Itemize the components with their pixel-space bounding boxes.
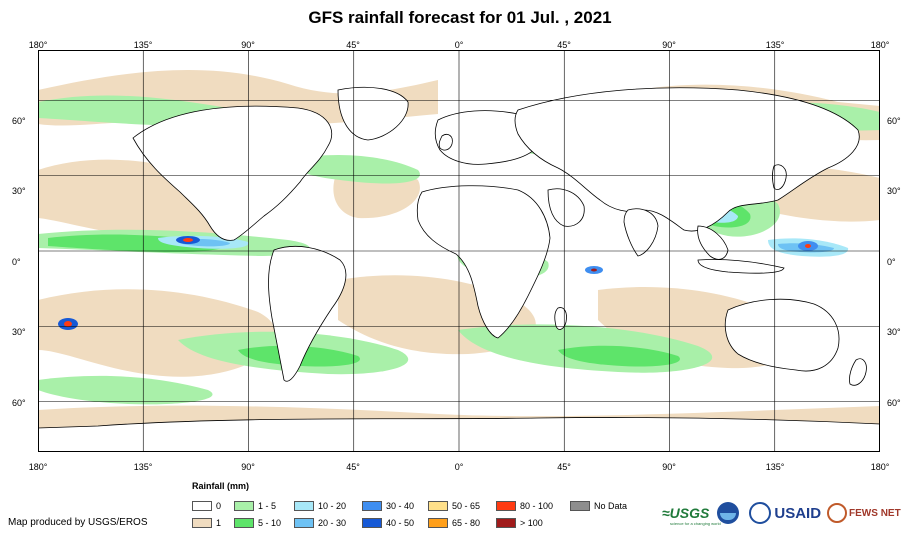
legend-swatch bbox=[362, 517, 382, 528]
legend-item: 10 - 20 bbox=[294, 500, 346, 511]
legend-label: > 100 bbox=[520, 517, 543, 528]
lon-tick-bottom: 180° bbox=[870, 462, 890, 472]
legend-title: Rainfall (mm) bbox=[192, 481, 250, 491]
page-title: GFS rainfall forecast for 01 Jul. , 2021 bbox=[308, 8, 612, 27]
north-america bbox=[132, 105, 333, 241]
legend-swatch bbox=[294, 500, 314, 511]
noaa-logo-icon bbox=[717, 502, 740, 524]
lon-tick-bottom: 0° bbox=[454, 462, 464, 472]
africa bbox=[416, 185, 551, 339]
logo-strip: ≈USGS USAID FEWS NET bbox=[662, 500, 901, 526]
fews-net-logo: FEWS NET bbox=[827, 503, 901, 523]
map-frame bbox=[38, 50, 880, 452]
legend-label: 30 - 40 bbox=[386, 500, 415, 511]
legend-item: 5 - 10 bbox=[234, 517, 281, 528]
lat-tick-left: 30° bbox=[12, 186, 26, 196]
legend-swatch bbox=[234, 517, 254, 528]
south-america bbox=[268, 245, 347, 382]
graticule bbox=[38, 50, 880, 452]
arabia bbox=[547, 188, 585, 227]
lon-tick-top: 45° bbox=[346, 40, 360, 50]
lon-tick-top: 90° bbox=[241, 40, 255, 50]
india bbox=[623, 208, 659, 257]
australia bbox=[724, 298, 840, 372]
lon-tick-bottom: 135° bbox=[133, 462, 153, 472]
japan bbox=[772, 164, 787, 190]
lon-tick-top: 90° bbox=[662, 40, 676, 50]
legend-item: No Data bbox=[570, 500, 627, 511]
lon-tick-bottom: 180° bbox=[28, 462, 48, 472]
lat-tick-right: 0° bbox=[887, 257, 896, 267]
lat-tick-right: 30° bbox=[887, 327, 901, 337]
legend-label: 1 bbox=[216, 517, 222, 528]
legend-swatch bbox=[570, 500, 590, 511]
legend-swatch bbox=[362, 500, 382, 511]
legend-item: > 100 bbox=[496, 517, 543, 528]
legend-label: No Data bbox=[594, 500, 628, 511]
legend-item: 50 - 65 bbox=[428, 500, 480, 511]
lat-tick-left: 0° bbox=[12, 257, 21, 267]
legend-swatch bbox=[294, 517, 314, 528]
legend-item: 40 - 50 bbox=[362, 517, 414, 528]
lon-tick-top: 0° bbox=[454, 40, 464, 50]
legend-item: 30 - 40 bbox=[362, 500, 414, 511]
usgs-logo: ≈USGS bbox=[662, 505, 710, 521]
legend-item: 1 - 5 bbox=[234, 500, 276, 511]
legend-item: 1 bbox=[192, 517, 221, 528]
uk bbox=[438, 134, 453, 151]
legend-item: 80 - 100 bbox=[496, 500, 553, 511]
legend-swatch bbox=[496, 500, 516, 511]
legend-swatch bbox=[428, 500, 448, 511]
credit-text: Map produced by USGS/EROS bbox=[8, 517, 148, 528]
madagascar bbox=[554, 307, 567, 330]
lon-tick-bottom: 90° bbox=[662, 462, 676, 472]
legend-item: 20 - 30 bbox=[294, 517, 346, 528]
usaid-logo: USAID bbox=[774, 504, 822, 522]
lat-tick-left: 30° bbox=[12, 327, 26, 337]
legend-swatch bbox=[496, 517, 516, 528]
lon-tick-top: 45° bbox=[557, 40, 571, 50]
lon-tick-top: 135° bbox=[133, 40, 153, 50]
lat-tick-right: 60° bbox=[887, 398, 901, 408]
legend-swatch bbox=[428, 517, 448, 528]
legend-label: 20 - 30 bbox=[318, 517, 347, 528]
rainfall-map bbox=[38, 50, 880, 452]
legend-item: 0 bbox=[192, 500, 221, 511]
legend-label: 40 - 50 bbox=[386, 517, 415, 528]
lon-tick-top: 180° bbox=[870, 40, 890, 50]
legend-swatch bbox=[192, 517, 212, 528]
legend-label: 50 - 65 bbox=[452, 500, 481, 511]
lon-tick-bottom: 135° bbox=[765, 462, 785, 472]
legend-label: 1 - 5 bbox=[258, 500, 277, 511]
legend-label: 10 - 20 bbox=[318, 500, 347, 511]
rain-layer-heavy bbox=[58, 236, 818, 330]
legend-swatch bbox=[192, 500, 212, 511]
legend-swatch bbox=[234, 500, 254, 511]
lon-tick-top: 135° bbox=[765, 40, 785, 50]
asia bbox=[514, 87, 860, 232]
lon-tick-top: 180° bbox=[28, 40, 48, 50]
lon-tick-bottom: 45° bbox=[557, 462, 571, 472]
legend-label: 65 - 80 bbox=[452, 517, 481, 528]
usgs-tagline: science for a changing world bbox=[670, 521, 721, 526]
lon-tick-bottom: 45° bbox=[346, 462, 360, 472]
new-zealand bbox=[849, 358, 867, 386]
lon-tick-bottom: 90° bbox=[241, 462, 255, 472]
indonesia bbox=[697, 259, 785, 274]
legend-label: 80 - 100 bbox=[520, 500, 554, 511]
legend-label: 5 - 10 bbox=[258, 517, 282, 528]
legend-item: 65 - 80 bbox=[428, 517, 480, 528]
usaid-seal-icon bbox=[749, 502, 772, 524]
fews-seal-icon bbox=[827, 503, 848, 523]
lat-tick-left: 60° bbox=[12, 116, 26, 126]
lat-tick-right: 60° bbox=[887, 116, 901, 126]
legend-label: 0 bbox=[216, 500, 222, 511]
lat-tick-right: 30° bbox=[887, 186, 901, 196]
lat-tick-left: 60° bbox=[12, 398, 26, 408]
fews-net-label: FEWS NET bbox=[849, 507, 901, 519]
